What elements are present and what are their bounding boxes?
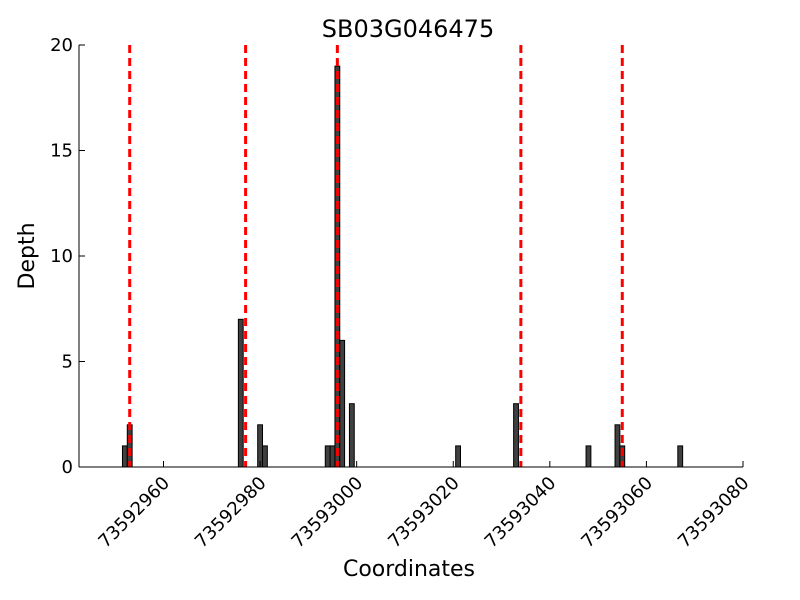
x-tick-label-0: 73592960 bbox=[94, 473, 174, 553]
depth-bar-4 bbox=[262, 445, 268, 468]
depth-bar-8 bbox=[339, 339, 346, 468]
depth-bar-13 bbox=[614, 424, 621, 468]
x-tick-label-5: 73593060 bbox=[577, 473, 657, 553]
x-axis-label: Coordinates bbox=[343, 557, 475, 582]
x-ticks: 73592960 73592980 73593000 73593020 73593040… bbox=[94, 461, 754, 553]
x-tick-label-6: 73593080 bbox=[674, 473, 754, 553]
x-tick-label-1: 73592980 bbox=[191, 473, 271, 553]
x-tick-label-3: 73593020 bbox=[384, 473, 464, 553]
y-tick-label-4: 20 bbox=[50, 35, 73, 56]
depth-bar-3 bbox=[257, 424, 264, 468]
y-tick-label-0: 0 bbox=[62, 457, 73, 478]
bars-layer bbox=[121, 65, 684, 468]
depth-bar-1 bbox=[126, 424, 133, 468]
chart-title: SB03G046475 bbox=[322, 15, 494, 43]
y-tick-label-2: 10 bbox=[50, 246, 73, 267]
y-tick-label-3: 15 bbox=[50, 141, 73, 162]
depth-bar-12 bbox=[585, 445, 592, 468]
axes bbox=[78, 45, 743, 468]
y-tick-label-1: 5 bbox=[62, 352, 73, 373]
y-ticks: 0 5 10 15 20 bbox=[50, 35, 85, 478]
x-tick-label-4: 73593040 bbox=[481, 473, 561, 553]
depth-bar-2 bbox=[237, 318, 244, 468]
depth-bar-9 bbox=[348, 403, 355, 468]
depth-bar-10 bbox=[455, 445, 462, 468]
depth-bar-6 bbox=[329, 445, 336, 468]
depth-bar-11 bbox=[513, 403, 519, 468]
depth-bar-0 bbox=[121, 445, 128, 468]
x-tick-label-2: 73593000 bbox=[288, 473, 368, 553]
depth-bar-15 bbox=[677, 445, 684, 468]
y-axis-label: Depth bbox=[15, 222, 40, 289]
marker-lines-layer bbox=[128, 45, 624, 467]
depth-bar-5 bbox=[324, 445, 331, 468]
